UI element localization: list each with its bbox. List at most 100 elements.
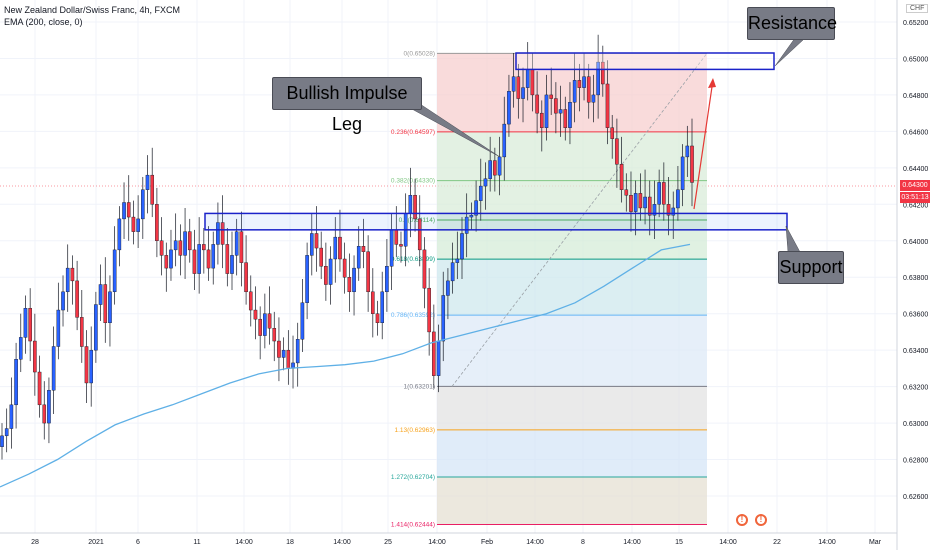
candle-up — [544, 94, 549, 128]
candle-up — [483, 178, 488, 187]
fib-band — [437, 429, 707, 478]
candle-down — [427, 287, 431, 333]
resistance-callout[interactable]: Resistance — [747, 7, 837, 40]
x-tick-label: 14:00 — [428, 539, 446, 546]
candle-down — [432, 331, 436, 376]
candle-up — [197, 244, 201, 274]
economic-event-icon[interactable]: ! — [736, 514, 748, 526]
y-tick-label: 0.62600 — [903, 494, 928, 501]
y-tick-label: 0.65000 — [903, 56, 928, 63]
candle-up — [356, 246, 361, 269]
x-tick-label: Feb — [481, 539, 493, 546]
target-arrow-head — [708, 78, 716, 88]
candle-down — [662, 182, 666, 205]
candle-down — [516, 76, 521, 99]
candle-down — [549, 94, 553, 99]
candle-down — [647, 196, 652, 216]
candle-down — [666, 204, 671, 216]
y-tick-label: 0.63800 — [903, 275, 928, 282]
candle-up — [136, 218, 140, 232]
x-tick-label: 11 — [193, 539, 200, 546]
candle-up — [507, 91, 511, 125]
fib-level-label: 0.5(0.64114) — [399, 217, 435, 224]
candle-down — [586, 76, 591, 103]
candle-down — [272, 328, 277, 342]
candle-down — [615, 138, 619, 165]
candle-up — [295, 339, 300, 364]
candle-up — [169, 249, 173, 269]
legend: New Zealand Dollar/Swiss Franc, 4h, FXCM… — [4, 4, 180, 28]
x-tick-label: 14:00 — [526, 539, 544, 546]
candle-down — [248, 291, 253, 311]
symbol-title[interactable]: New Zealand Dollar/Swiss Franc, 4h, FXCM — [4, 5, 181, 15]
y-tick-label: 0.64600 — [903, 129, 928, 136]
fib-level-label: 1.13(0.62963) — [395, 427, 435, 434]
y-tick-label: 0.63400 — [903, 348, 928, 355]
candle-up — [0, 435, 4, 447]
fib-level-label: 1(0.63201) — [404, 383, 435, 390]
bullish-impulse-callout[interactable]: Bullish Impulse Leg — [272, 77, 422, 134]
y-tick-label: 0.64400 — [903, 166, 928, 173]
fib-band — [437, 219, 707, 260]
candle-up — [352, 267, 356, 293]
candle-down — [253, 309, 258, 320]
candle-up — [408, 194, 413, 214]
support-callout[interactable]: Support — [778, 251, 844, 284]
candle-down — [690, 145, 694, 183]
fib-level-label: 1.272(0.62704) — [391, 474, 435, 481]
candle-up — [441, 295, 446, 342]
candle-up — [47, 390, 51, 424]
indicator-label[interactable]: EMA (200, close, 0) — [4, 17, 83, 27]
candle-up — [497, 156, 502, 176]
resistance-zone-box — [515, 52, 775, 71]
candle-down — [286, 349, 291, 369]
candle-down — [366, 251, 370, 293]
y-tick-label: 0.65200 — [903, 20, 928, 27]
candle-down — [239, 231, 244, 263]
candle-up — [309, 233, 314, 256]
candle-down — [206, 249, 211, 269]
last-price-tag: 0.64300 — [900, 180, 930, 191]
candle-down — [33, 340, 37, 373]
candle-down — [164, 255, 169, 269]
fib-band — [437, 477, 707, 525]
candle-up — [9, 404, 14, 429]
candle-up — [98, 284, 103, 305]
y-axis-background — [897, 0, 932, 550]
candle-down — [131, 216, 136, 232]
candle-up — [436, 340, 441, 376]
candle-down — [535, 94, 539, 114]
candle-up — [521, 87, 525, 99]
arrows — [409, 37, 804, 253]
y-tick-label: 0.64000 — [903, 239, 928, 246]
x-tick-label: 2021 — [88, 539, 104, 546]
candle-down — [159, 240, 164, 256]
candle-up — [572, 80, 577, 103]
x-tick-label: 14:00 — [235, 539, 253, 546]
candle-down — [319, 247, 323, 267]
candle-down — [70, 267, 75, 282]
fib-level-label: 0(0.65028) — [404, 50, 435, 57]
economic-event-icon[interactable]: ! — [755, 514, 767, 526]
y-tick-label: 0.63600 — [903, 312, 928, 319]
y-tick-label: 0.62800 — [903, 458, 928, 465]
candle-up — [56, 309, 61, 347]
support-text: Support — [779, 257, 843, 277]
candle-up — [173, 240, 178, 251]
candle-up — [469, 215, 474, 218]
candle-down — [225, 244, 230, 274]
candle-up — [633, 193, 638, 212]
candle-down — [75, 280, 79, 318]
ema-200-line — [0, 243, 691, 488]
candle-up — [89, 349, 93, 384]
candle-up — [488, 160, 492, 179]
candle-up — [446, 280, 450, 296]
candle-up — [671, 207, 676, 216]
candle-up — [108, 291, 112, 324]
candle-down — [610, 127, 615, 139]
candle-up — [680, 156, 685, 190]
candle-down — [361, 246, 366, 252]
x-tick-label: 22 — [773, 539, 781, 546]
y-tick-label: 0.63000 — [903, 421, 928, 428]
